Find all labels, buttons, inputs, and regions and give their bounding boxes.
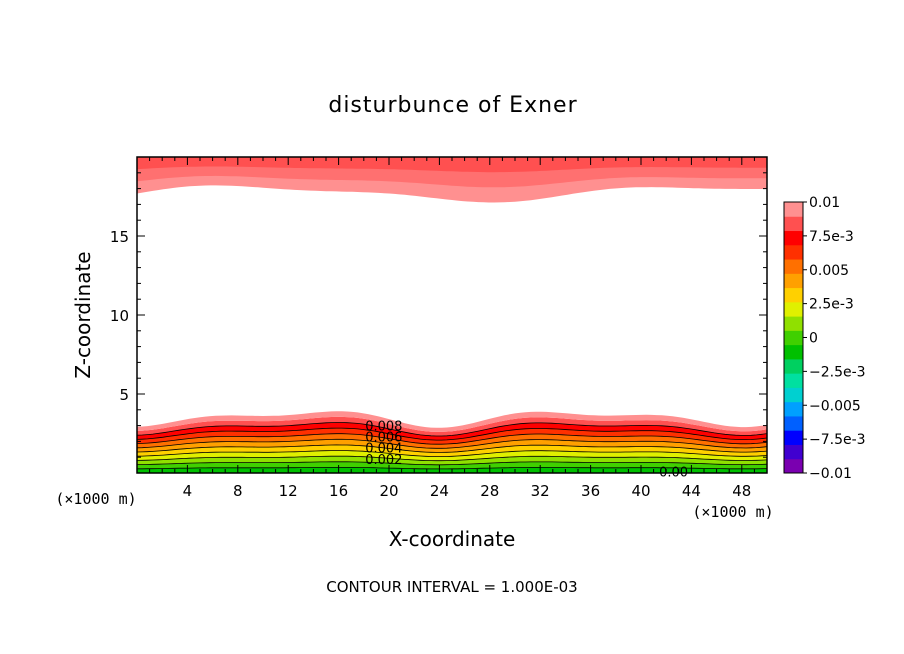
x-tick-label: 36: [581, 482, 600, 500]
colorbar-swatch: [784, 415, 803, 431]
x-tick-labels: 4 8 12 16 20 24 28 32 36 40 44 48: [183, 482, 752, 500]
x-axis-label: X-coordinate: [389, 527, 516, 551]
x-tick-label: 24: [430, 482, 449, 500]
colorbar-labels: 0.01 7.5e-3 0.005 2.5e-3 0 −2.5e-3 −0.005 −7.5e…: [809, 195, 866, 482]
y-tick-label: 5: [119, 386, 129, 404]
colorbar-tick-label: 0.01: [809, 195, 840, 211]
contour-interval-note: CONTOUR INTERVAL = 1.000E-03: [326, 578, 577, 596]
colorbar-swatch: [784, 259, 803, 274]
contour-band: [137, 450, 767, 461]
x-tick-label: 4: [183, 482, 193, 500]
x-tick-label: 44: [682, 482, 701, 500]
contour-line: [137, 461, 768, 466]
contour-line: [136, 444, 768, 453]
contour-line: [136, 438, 768, 449]
contour-label: 0.008: [365, 420, 402, 435]
colorbar-swatch: [784, 344, 803, 360]
colorbar-tick-label: 0.005: [809, 263, 849, 279]
contour-lines: [136, 422, 768, 470]
x-tick-label: 8: [233, 482, 243, 500]
contour-band: [137, 444, 767, 457]
colorbar-swatch: [784, 458, 803, 474]
colorbar-swatch: [784, 301, 803, 317]
contour-label: 0.006: [365, 431, 402, 446]
colorbar-swatch: [784, 330, 803, 346]
colorbar-tick-label: 0: [809, 331, 818, 347]
colorbar-swatch: [784, 202, 803, 217]
colorbar-tick-label: −0.01: [809, 466, 852, 482]
colorbar-tick-label: −2.5e-3: [809, 364, 866, 380]
y-tick-labels: 5 10 15: [110, 228, 129, 404]
colorbar-swatch: [784, 358, 803, 374]
contour-band: [137, 416, 767, 436]
colorbar-swatch: [784, 316, 803, 331]
x-tick-label: 32: [531, 482, 550, 500]
y-axis-label: Z-coordinate: [71, 251, 95, 378]
colorbar-swatch: [784, 401, 803, 417]
contour-label: 0.002: [365, 453, 402, 468]
x-tick-label: 16: [329, 482, 348, 500]
colorbar-swatch: [784, 387, 803, 403]
colorbar-swatch: [784, 287, 803, 303]
colorbar-swatch: [784, 216, 803, 232]
x-tick-label: 20: [379, 482, 398, 500]
contour-label: 0.004: [365, 442, 402, 457]
contour-band: [137, 428, 767, 445]
colorbar-tick-label: 7.5e-3: [809, 229, 854, 245]
x-tick-label: 40: [631, 482, 650, 500]
colorbar-swatch: [784, 273, 803, 289]
colorbar-tick-label: −7.5e-3: [809, 432, 866, 448]
contour-band: [137, 157, 767, 173]
colorbar: [783, 201, 807, 474]
contour-band: [137, 411, 767, 432]
contour-field: [137, 157, 767, 473]
x-tick-label: 12: [279, 482, 298, 500]
y-tick-label: 10: [110, 307, 129, 325]
contour-line: [136, 433, 768, 445]
colorbar-swatch: [784, 230, 803, 246]
x-unit-left: (×1000 m): [55, 490, 136, 508]
chart-title: disturbunce of Exner: [328, 93, 577, 118]
contour-line: [136, 455, 768, 462]
y-tick-label: 15: [110, 228, 129, 246]
contour-line: [137, 467, 768, 470]
contour-band: [137, 461, 767, 469]
contour-band: [137, 422, 767, 441]
colorbar-tick-label: −0.005: [809, 398, 861, 414]
x-tick-label: 48: [732, 482, 751, 500]
contour-line: [136, 422, 768, 437]
contour-band: [137, 439, 767, 453]
x-tick-label: 28: [480, 482, 499, 500]
colorbar-swatch: [784, 444, 803, 460]
colorbar-swatch: [784, 373, 803, 388]
x-unit-right: (×1000 m): [692, 503, 773, 521]
axis-ticks: [137, 157, 767, 473]
contour-band: [137, 433, 767, 449]
colorbar-tick-label: 2.5e-3: [809, 297, 854, 313]
colorbar-swatch: [784, 244, 803, 260]
contour-line: [136, 427, 768, 441]
colorbar-swatch: [784, 430, 803, 445]
contour-line: [136, 450, 768, 457]
